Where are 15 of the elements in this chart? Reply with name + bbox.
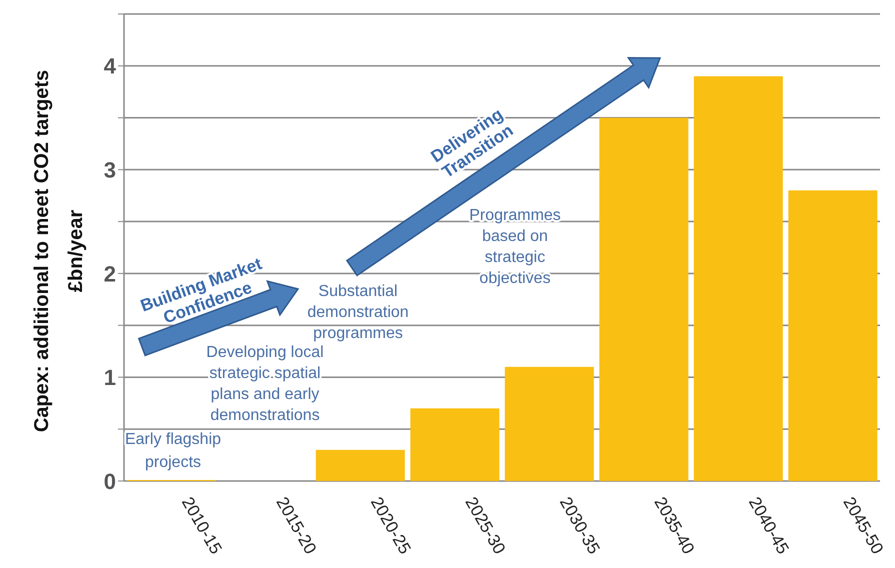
bar (694, 76, 783, 481)
bar (410, 408, 500, 481)
y-tick-label: 2 (104, 261, 116, 286)
y-tick-label: 0 (104, 468, 116, 494)
bar (599, 118, 688, 481)
y-tick-label: 4 (104, 54, 117, 79)
annotation: Early flagship projects (124, 431, 222, 471)
y-tick-label: 3 (104, 157, 116, 182)
y-tick-label: 1 (104, 365, 116, 390)
bar (504, 366, 594, 481)
annotation: Programmes based on strategic objectives (469, 207, 561, 287)
annotation: Substantial demonstration programmes (307, 283, 409, 342)
y-axis-title: Capex: additional to meet CO2 targets £bn/year (31, 70, 87, 432)
bar (788, 190, 878, 481)
bar (316, 450, 405, 481)
